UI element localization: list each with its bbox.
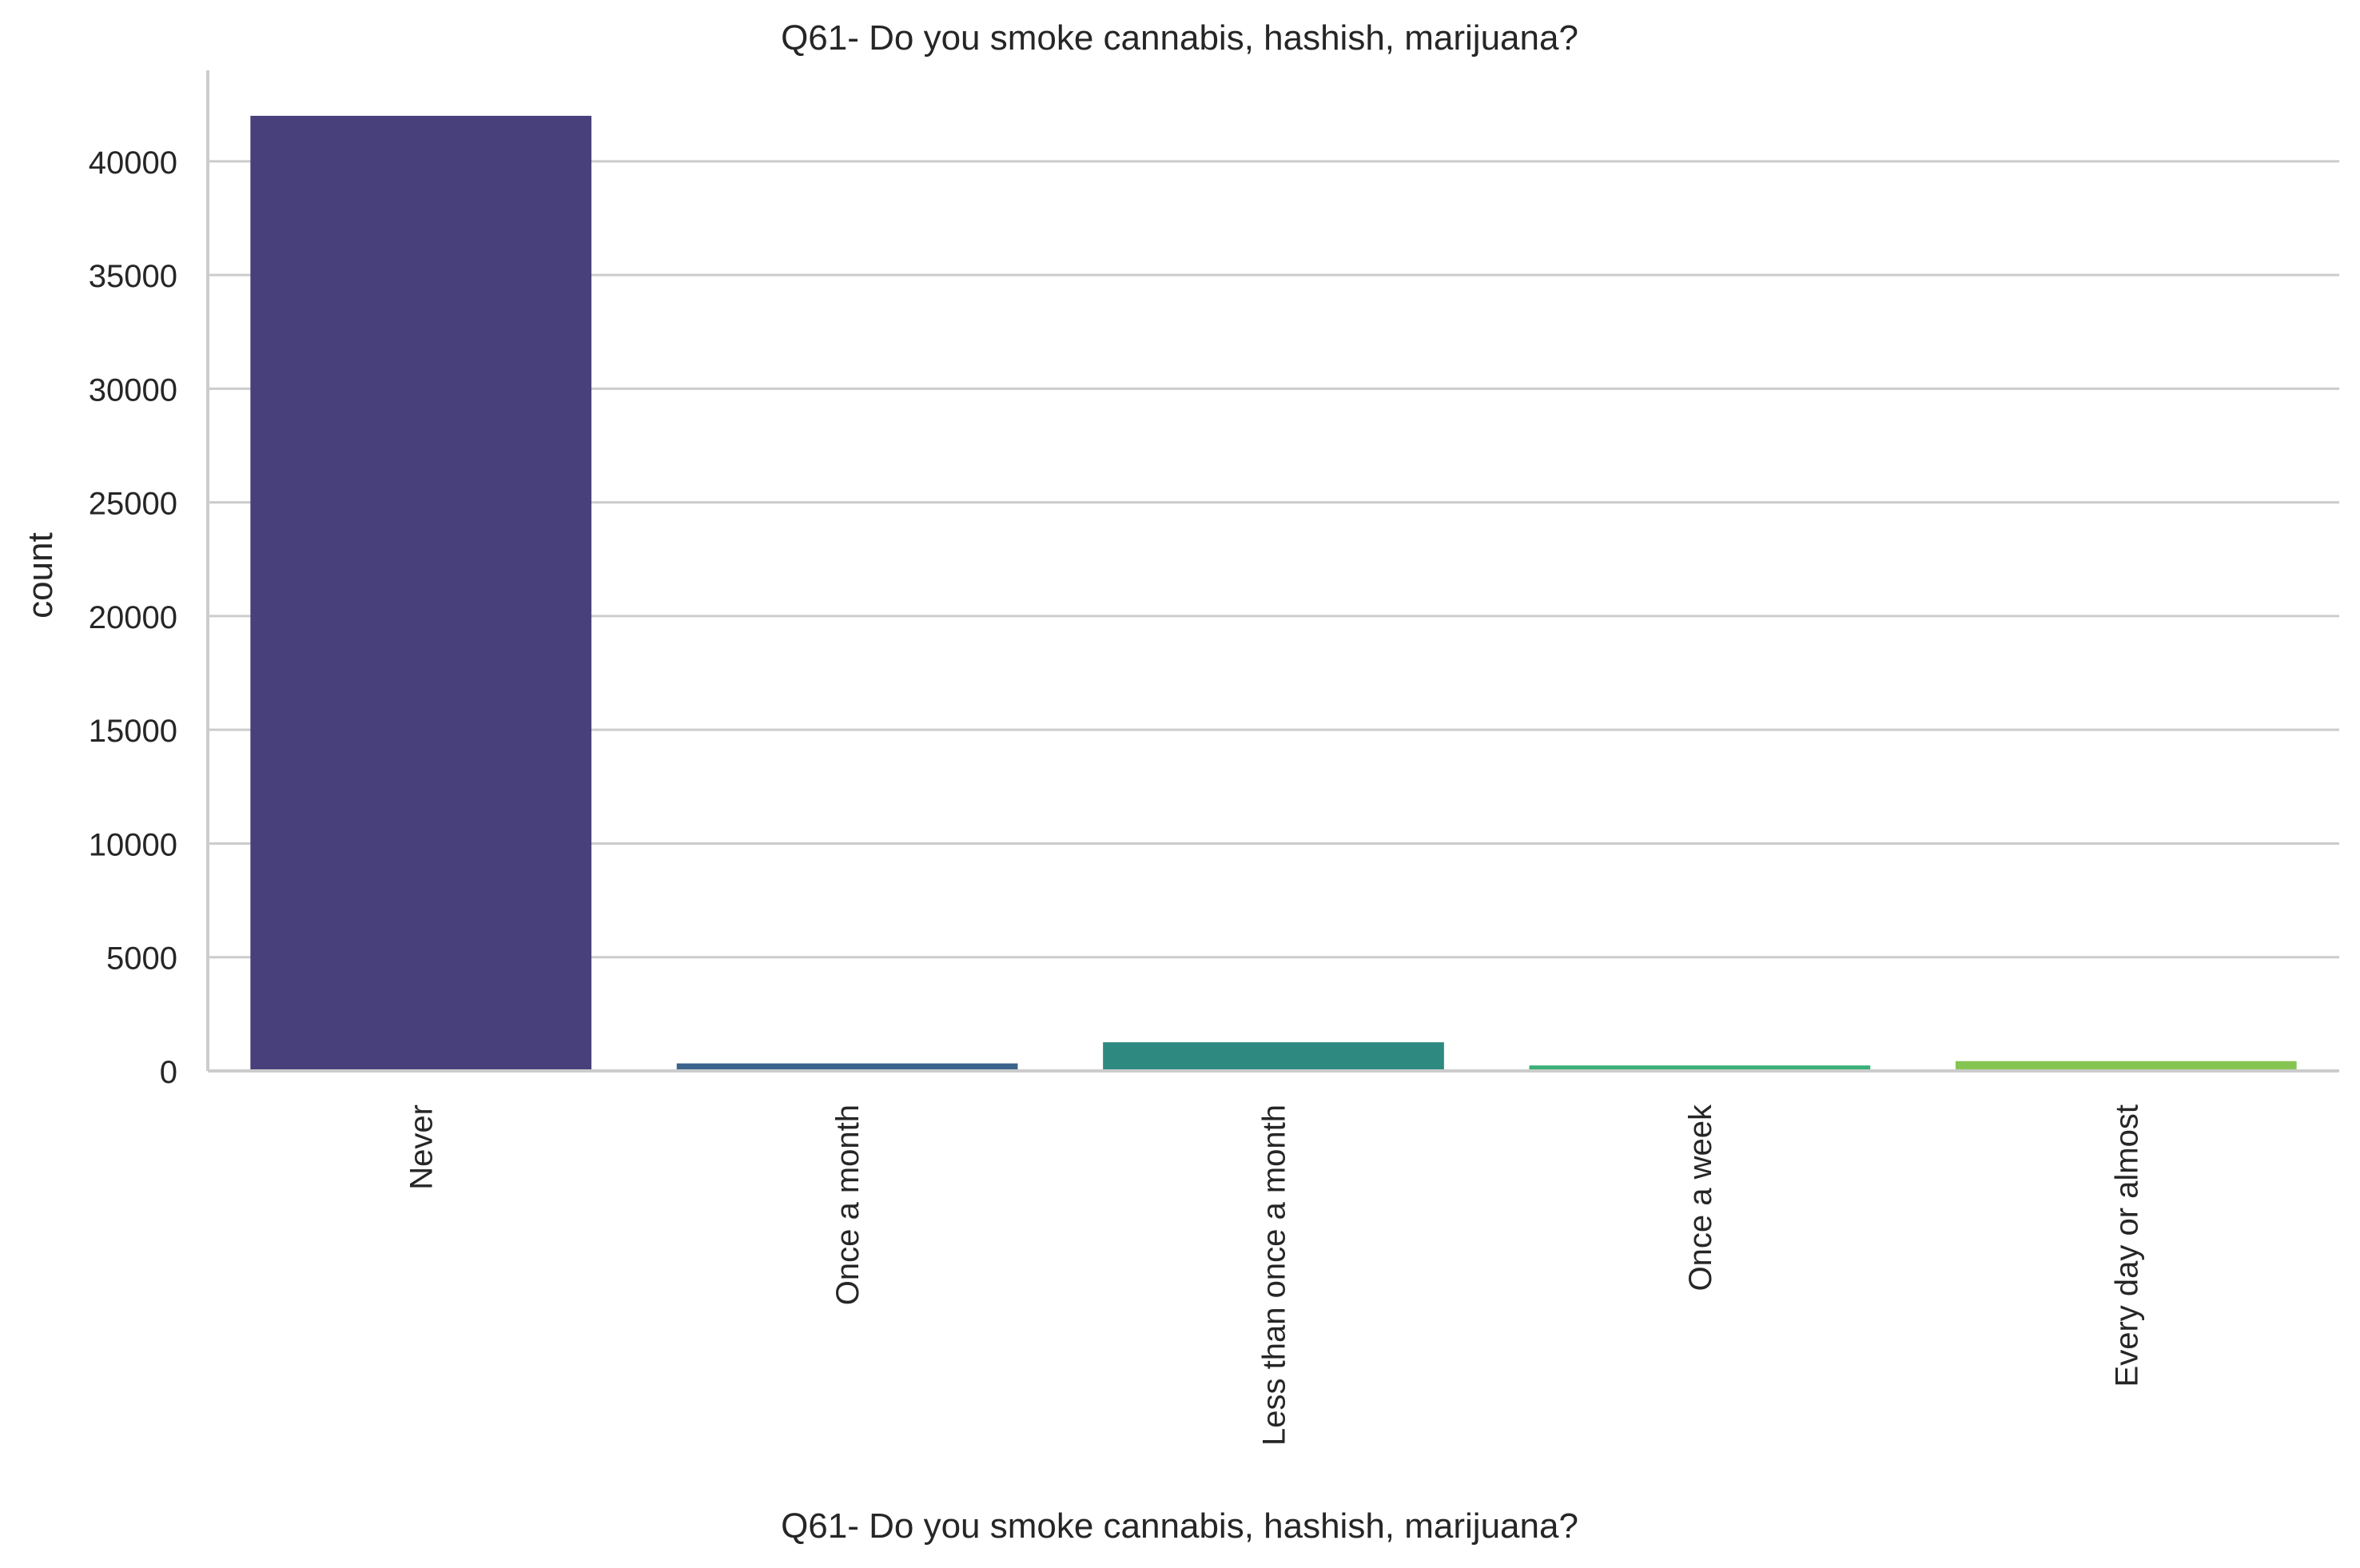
x-axis-label: Q61- Do you smoke cannabis, hashish, mar…: [781, 1506, 1578, 1546]
chart-title: Q61- Do you smoke cannabis, hashish, mar…: [781, 18, 1578, 58]
bar-less-than-once-a-month: [1103, 1042, 1444, 1071]
bar-once-a-month: [676, 1063, 1018, 1071]
y-tick-label: 35000: [89, 259, 177, 294]
y-tick-label: 30000: [89, 372, 177, 408]
y-tick-label: 25000: [89, 487, 177, 522]
y-axis-label: count: [21, 532, 60, 619]
y-tick-label: 15000: [89, 714, 177, 749]
y-tick-label: 10000: [89, 827, 177, 862]
y-tick-label: 20000: [89, 600, 177, 635]
x-tick-label: Less than once a month: [1257, 1104, 1292, 1446]
y-tick-label: 0: [160, 1055, 177, 1090]
y-tick-label: 40000: [89, 145, 177, 181]
bar-every-day-or-almost: [1955, 1061, 2297, 1071]
y-tick-labels: 0 5000 10000 15000 20000 25000 30000 35000 40000: [89, 145, 177, 1090]
bar-never: [250, 115, 592, 1072]
x-tick-label: Once a month: [830, 1104, 866, 1305]
x-tick-label: Never: [404, 1104, 440, 1190]
y-tick-label: 5000: [106, 941, 177, 977]
x-tick-label: Every day or almost: [2109, 1104, 2144, 1387]
x-tick-labels: Never Once a month Less than once a month O…: [404, 1104, 2145, 1446]
bar-once-a-week: [1529, 1065, 1871, 1071]
axes: [206, 70, 2339, 1073]
bars: [250, 115, 2297, 1072]
x-tick-label: Once a week: [1683, 1104, 1718, 1291]
